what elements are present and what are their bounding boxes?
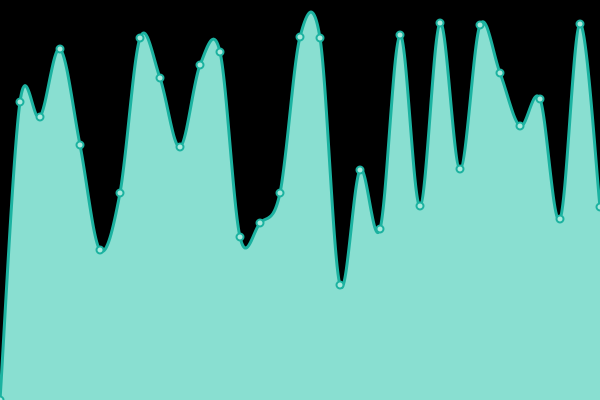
data-point-marker bbox=[535, 94, 545, 104]
data-point-marker bbox=[75, 140, 85, 150]
data-point-marker bbox=[435, 18, 445, 28]
data-point-marker bbox=[575, 19, 585, 29]
data-point-marker bbox=[495, 68, 505, 78]
data-point-marker bbox=[0, 395, 5, 400]
data-point-marker bbox=[155, 73, 165, 83]
data-point-marker bbox=[115, 188, 125, 198]
data-point-marker bbox=[455, 164, 465, 174]
data-point-marker bbox=[555, 214, 565, 224]
data-point-marker bbox=[375, 224, 385, 234]
data-point-marker bbox=[295, 32, 305, 42]
data-point-marker bbox=[195, 60, 205, 70]
data-point-marker bbox=[215, 47, 225, 57]
data-point-marker bbox=[475, 20, 485, 30]
data-point-marker bbox=[395, 30, 405, 40]
data-point-marker bbox=[515, 121, 525, 131]
data-point-marker bbox=[55, 44, 65, 54]
data-point-markers bbox=[0, 18, 600, 400]
data-point-marker bbox=[135, 33, 145, 43]
data-point-marker bbox=[275, 188, 285, 198]
data-point-marker bbox=[235, 232, 245, 242]
data-point-marker bbox=[355, 165, 365, 175]
data-point-marker bbox=[595, 202, 600, 212]
data-point-marker bbox=[15, 97, 25, 107]
data-point-marker bbox=[335, 280, 345, 290]
data-point-marker bbox=[255, 218, 265, 228]
data-point-marker bbox=[95, 245, 105, 255]
data-point-marker bbox=[175, 142, 185, 152]
data-point-marker bbox=[415, 201, 425, 211]
data-point-marker bbox=[315, 33, 325, 43]
data-point-marker bbox=[35, 112, 45, 122]
